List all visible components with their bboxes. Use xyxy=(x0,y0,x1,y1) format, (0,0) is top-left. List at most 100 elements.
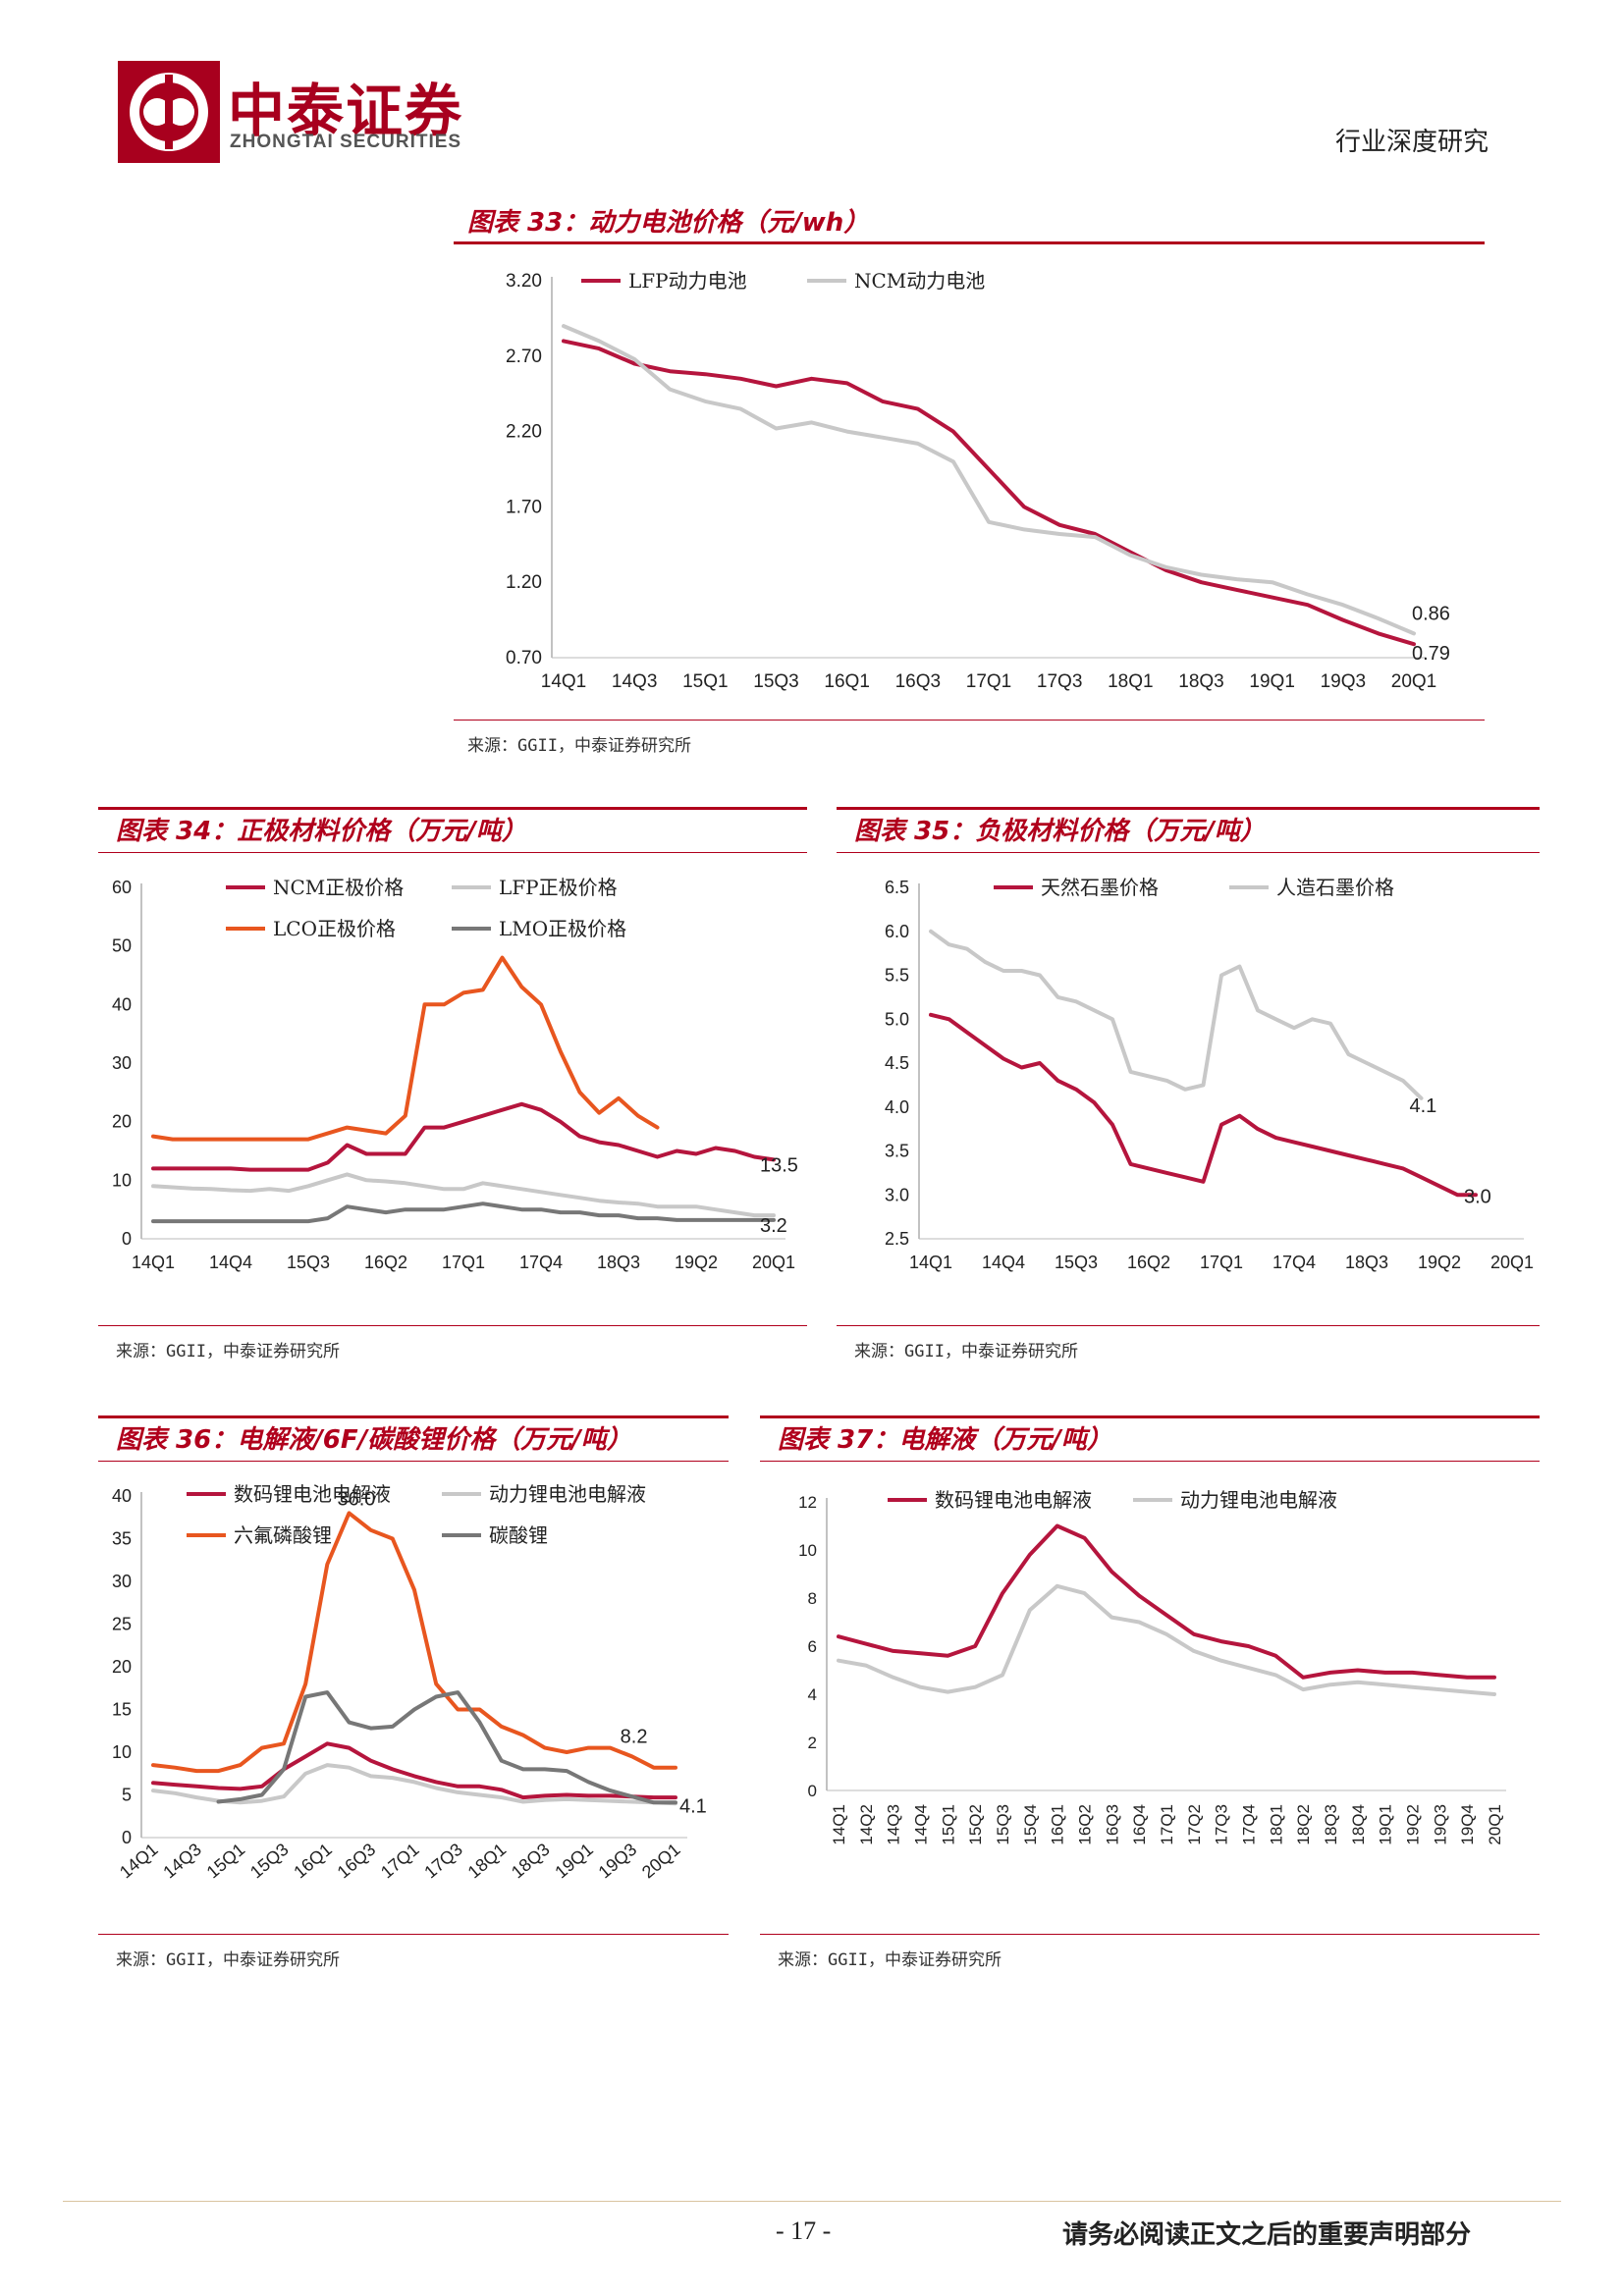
figure-36-source: 来源：GGII，中泰证券研究所 xyxy=(116,1950,340,1970)
x-tick-label: 16Q2 xyxy=(364,1253,407,1272)
y-tick-label: 3.20 xyxy=(506,271,542,292)
figure-35-title-rule xyxy=(837,852,1540,853)
y-tick-label: 0 xyxy=(808,1782,817,1800)
footer-disclaimer: 请务必阅读正文之后的重要声明部分 xyxy=(1062,2220,1472,2250)
figure-34-title-rule xyxy=(98,852,807,853)
x-tick-label: 20Q1 xyxy=(752,1253,795,1272)
x-tick-label: 20Q1 xyxy=(638,1840,684,1883)
x-tick-label: 16Q3 xyxy=(334,1840,380,1883)
figure-35-top-rule xyxy=(837,807,1540,810)
x-tick-label: 19Q1 xyxy=(551,1840,597,1883)
y-tick-label: 10 xyxy=(112,1742,132,1762)
legend-label: 六氟磷酸锂 xyxy=(234,1523,332,1547)
legend-label: 碳酸锂 xyxy=(489,1523,548,1547)
legend-label: NCM动力电池 xyxy=(854,269,985,293)
figure-33-source: 来源：GGII，中泰证券研究所 xyxy=(467,736,691,756)
y-tick-label: 8 xyxy=(808,1589,817,1608)
figure-35-source: 来源：GGII，中泰证券研究所 xyxy=(854,1342,1078,1362)
x-tick-label: 14Q2 xyxy=(857,1804,876,1845)
figure-37-source: 来源：GGII，中泰证券研究所 xyxy=(778,1950,1001,1970)
x-tick-label: 19Q1 xyxy=(1249,671,1294,692)
figure-34-bottom-rule xyxy=(98,1325,807,1326)
y-tick-label: 0 xyxy=(122,1828,132,1847)
data-label: 13.5 xyxy=(760,1154,798,1176)
figure-37-title: 图表 37：电解液（万元/吨） xyxy=(778,1425,1112,1455)
y-tick-label: 2.70 xyxy=(506,347,542,367)
report-type-label: 行业深度研究 xyxy=(1335,128,1489,157)
x-tick-label: 17Q1 xyxy=(1158,1804,1176,1845)
series-line-2 xyxy=(151,1763,677,1806)
y-tick-label: 25 xyxy=(112,1615,132,1634)
x-tick-label: 14Q1 xyxy=(830,1804,848,1845)
x-tick-label: 19Q4 xyxy=(1458,1804,1477,1845)
figure-36-title-rule xyxy=(98,1461,729,1462)
series-line-2 xyxy=(151,1172,776,1218)
x-tick-label: 17Q1 xyxy=(966,671,1011,692)
figure-35-bottom-rule xyxy=(837,1325,1540,1326)
figure-33-bottom-rule xyxy=(454,720,1485,721)
series-line-1 xyxy=(151,1741,677,1800)
figure-34-source: 来源：GGII，中泰证券研究所 xyxy=(116,1342,340,1362)
x-tick-label: 19Q3 xyxy=(595,1840,641,1883)
x-tick-label: 16Q3 xyxy=(895,671,941,692)
x-tick-label: 18Q1 xyxy=(1267,1804,1285,1845)
y-tick-label: 1.70 xyxy=(506,497,542,517)
x-tick-label: 17Q1 xyxy=(377,1840,423,1883)
legend-label: LMO正极价格 xyxy=(499,917,626,940)
y-tick-label: 3.5 xyxy=(885,1142,909,1161)
figure-37-top-rule xyxy=(760,1415,1540,1418)
x-tick-label: 15Q3 xyxy=(246,1840,293,1883)
y-tick-label: 20 xyxy=(112,1657,132,1677)
y-tick-label: 12 xyxy=(798,1493,817,1512)
figure-36-top-rule xyxy=(98,1415,729,1418)
series-line-1 xyxy=(929,1012,1478,1198)
legend-label: LCO正极价格 xyxy=(273,917,396,940)
data-label: 8.2 xyxy=(621,1726,648,1747)
logo-chinese-name: 中泰证券 xyxy=(228,78,464,144)
legend-label: 动力锂电池电解液 xyxy=(1180,1488,1337,1512)
x-tick-label: 20Q1 xyxy=(1490,1253,1534,1272)
legend-label: 动力锂电池电解液 xyxy=(489,1482,646,1506)
figure-37-bottom-rule xyxy=(760,1934,1540,1935)
y-tick-label: 15 xyxy=(112,1700,132,1720)
x-tick-label: 17Q3 xyxy=(1213,1804,1231,1845)
x-tick-label: 14Q3 xyxy=(159,1840,205,1883)
series-line-3 xyxy=(151,955,660,1142)
x-tick-label: 16Q1 xyxy=(1049,1804,1067,1845)
data-label: 3.0 xyxy=(1464,1186,1491,1207)
x-tick-label: 15Q1 xyxy=(939,1804,957,1845)
x-tick-label: 18Q3 xyxy=(508,1840,554,1883)
y-tick-label: 6.5 xyxy=(885,878,909,897)
legend-label: 数码锂电池电解液 xyxy=(935,1488,1092,1512)
y-tick-label: 2 xyxy=(808,1734,817,1752)
x-tick-label: 19Q2 xyxy=(1404,1804,1423,1845)
x-tick-label: 15Q1 xyxy=(682,671,728,692)
series-line-2 xyxy=(929,929,1424,1100)
x-tick-label: 16Q2 xyxy=(1127,1253,1170,1272)
x-tick-label: 18Q3 xyxy=(1178,671,1223,692)
x-tick-label: 16Q4 xyxy=(1130,1804,1149,1845)
x-tick-label: 17Q3 xyxy=(420,1840,466,1883)
figure-37-chart: 12 10 8 6 4 2 0 14Q1 14Q2 14Q3 14Q4 15Q1 15Q2 15Q3 15Q… xyxy=(798,1488,1506,1845)
y-tick-label: 40 xyxy=(112,1486,132,1506)
data-label: 4.1 xyxy=(679,1795,707,1817)
footer-rule xyxy=(63,2201,1561,2202)
data-label: 4.1 xyxy=(1410,1095,1437,1117)
x-tick-label: 18Q2 xyxy=(1294,1804,1313,1845)
figure-34-title: 图表 34：正极材料价格（万元/吨） xyxy=(116,817,527,846)
data-label: 0.86 xyxy=(1412,603,1450,624)
figure-37-title-rule xyxy=(760,1461,1540,1462)
x-tick-label: 15Q3 xyxy=(753,671,798,692)
y-tick-label: 5.0 xyxy=(885,1009,909,1029)
series-line-1 xyxy=(151,1101,776,1172)
x-tick-label: 15Q3 xyxy=(994,1804,1012,1845)
page-number: - 17 - xyxy=(776,2216,832,2245)
x-tick-label: 17Q3 xyxy=(1037,671,1082,692)
x-tick-label: 14Q3 xyxy=(885,1804,903,1845)
legend-label: LFP正极价格 xyxy=(499,876,618,899)
x-tick-label: 18Q1 xyxy=(464,1840,511,1883)
x-tick-label: 16Q1 xyxy=(290,1840,336,1883)
x-tick-label: 17Q4 xyxy=(1272,1253,1316,1272)
legend-label: 数码锂电池电解液 xyxy=(234,1482,391,1506)
